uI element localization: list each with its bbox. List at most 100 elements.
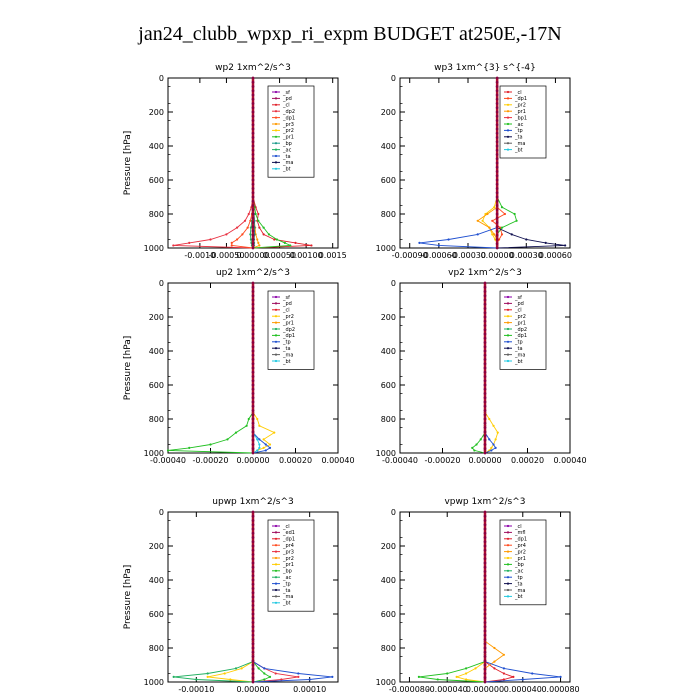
- zero-line-marker: [251, 595, 255, 599]
- series-point: [446, 672, 449, 675]
- plot-frame: [399, 77, 571, 249]
- zero-line-marker: [483, 621, 487, 624]
- series-point: [258, 226, 261, 229]
- legend-marker: [274, 129, 278, 132]
- series-point: [273, 238, 276, 241]
- zero-line-marker: [251, 582, 255, 586]
- zero-line-marker: [495, 208, 499, 212]
- series-point: [465, 667, 468, 670]
- zero-line-marker: [483, 430, 487, 434]
- zero-line-marker: [251, 430, 255, 434]
- legend-entry: _dp1: [514, 96, 527, 102]
- series-point: [502, 678, 505, 681]
- zero-line-marker: [483, 608, 487, 612]
- legend-entry: _ac: [282, 575, 292, 581]
- y-tick-label: 400: [149, 576, 164, 585]
- legend-marker: [274, 588, 278, 592]
- zero-line-marker: [495, 178, 499, 182]
- legend-entry: _cl: [514, 90, 522, 96]
- zero-line-marker: [495, 119, 499, 122]
- zero-line-marker: [251, 191, 255, 195]
- zero-line-marker: [251, 570, 255, 573]
- zero-line-marker: [251, 604, 255, 607]
- series-line-pr1: [455, 512, 486, 683]
- legend-marker: [274, 308, 278, 311]
- zero-line-marker: [251, 233, 255, 237]
- zero-line-marker: [483, 514, 487, 518]
- figure-title: jan24_clubb_wpxp_ri_expm BUDGET at250E,-…: [137, 23, 561, 45]
- series-point: [245, 424, 248, 427]
- series-point: [263, 678, 266, 681]
- zero-line-marker: [495, 114, 499, 118]
- zero-line-marker: [251, 298, 255, 302]
- legend-marker: [506, 595, 510, 598]
- zero-line-marker: [483, 438, 487, 442]
- y-tick-label: 0: [159, 74, 164, 83]
- series-point: [257, 667, 260, 670]
- y-tick-label: 400: [149, 347, 164, 356]
- zero-line-marker: [251, 204, 255, 207]
- series-point: [503, 212, 507, 216]
- zero-line-marker: [251, 375, 255, 378]
- zero-line-marker: [495, 140, 499, 144]
- series-point: [488, 226, 491, 229]
- legend-marker: [506, 563, 510, 566]
- zero-line-marker: [251, 438, 255, 442]
- series-point: [206, 672, 209, 675]
- legend-marker: [506, 531, 510, 534]
- zero-line-marker: [251, 621, 255, 624]
- series-point: [283, 241, 286, 244]
- zero-line-marker: [251, 650, 255, 654]
- zero-line-marker: [251, 426, 255, 429]
- series-line-dp1: [471, 283, 486, 454]
- legend-marker: [274, 295, 278, 299]
- series-point: [235, 238, 239, 241]
- series-point: [258, 244, 261, 247]
- legend-entry: _pr3: [282, 549, 294, 555]
- x-tick-label: -0.00020: [425, 456, 461, 465]
- y-tick-label: 600: [149, 610, 164, 619]
- series-point: [249, 226, 252, 229]
- zero-line-marker: [483, 383, 487, 387]
- panel-title: vpwp 1xm^2/s^3: [444, 497, 525, 507]
- legend-marker: [274, 167, 278, 170]
- legend-marker: [506, 308, 510, 311]
- zero-line-marker: [483, 294, 487, 298]
- zero-line-marker: [495, 153, 499, 156]
- series-point: [280, 678, 283, 681]
- zero-line-marker: [251, 587, 255, 590]
- zero-line-marker: [495, 76, 499, 80]
- zero-line-marker: [483, 553, 487, 556]
- series-line-ac: [173, 512, 254, 683]
- zero-line-marker: [251, 311, 255, 315]
- series-point: [331, 675, 334, 679]
- x-tick-label: 0.00040: [321, 456, 354, 465]
- zero-line-marker: [483, 404, 487, 408]
- legend-marker: [506, 103, 510, 106]
- legend-marker: [506, 129, 510, 132]
- legend-marker: [506, 110, 510, 113]
- series-point: [492, 443, 495, 446]
- legend-marker: [506, 524, 510, 528]
- series-line-tp: [484, 283, 497, 454]
- x-tick-label: -0.00010: [178, 685, 214, 694]
- legend-marker: [506, 359, 510, 363]
- zero-line-marker: [483, 548, 487, 552]
- legend-entry: _bt: [282, 359, 291, 365]
- zero-line-marker: [251, 443, 255, 446]
- legend-entry: _pr2: [514, 103, 526, 109]
- y-tick-label: 600: [149, 176, 164, 185]
- zero-line-marker: [251, 413, 255, 417]
- legend-marker: [274, 340, 278, 343]
- series-point: [258, 446, 261, 449]
- chart-panel-5: vpwp 1xm^2/s^3 0 200 400 600 800 1000-0.000080…: [376, 497, 580, 694]
- y-tick-label: 1000: [376, 244, 396, 253]
- zero-line-marker: [251, 242, 255, 246]
- zero-line-marker: [483, 557, 487, 561]
- legend-marker: [506, 544, 510, 547]
- series-point: [256, 438, 259, 441]
- legend-entry: _ta: [514, 135, 523, 141]
- series-point: [263, 667, 266, 670]
- series-point: [531, 672, 534, 675]
